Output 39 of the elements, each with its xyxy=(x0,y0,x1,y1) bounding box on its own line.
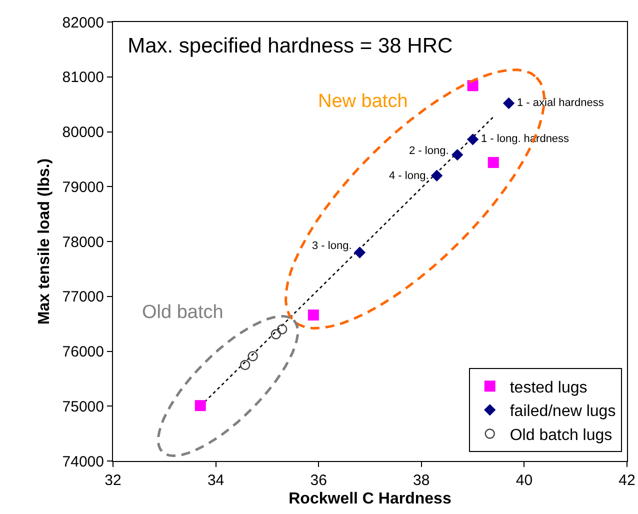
y-tick-label: 74000 xyxy=(62,453,104,470)
annotation: Old batch xyxy=(142,302,224,323)
x-tick-label: 36 xyxy=(310,472,327,489)
x-tick-label: 34 xyxy=(207,472,224,489)
point xyxy=(194,400,206,412)
y-tick-label: 76000 xyxy=(62,344,104,360)
annotation: 3 - long. xyxy=(312,240,352,252)
y-tick-label: 81000 xyxy=(62,69,104,86)
y-tick-label: 77000 xyxy=(62,288,104,306)
annotation: New batch xyxy=(318,91,408,112)
point xyxy=(430,170,443,182)
point xyxy=(354,246,366,258)
x-tick-label: 32 xyxy=(104,472,122,489)
y-tick-label: 79000 xyxy=(62,178,104,196)
annotation: 2 - long. xyxy=(409,145,449,157)
y-tick-label: 78000 xyxy=(62,234,104,251)
point xyxy=(270,329,282,340)
y-tick-label: 75000 xyxy=(62,398,104,416)
legend-label: failed/new lugs xyxy=(510,403,616,420)
point xyxy=(452,148,464,161)
y-tick-label: 82000 xyxy=(62,14,104,32)
text: Max. specified hardness = 38 HRC xyxy=(128,34,453,58)
point xyxy=(466,134,479,146)
y-tick-label: 80000 xyxy=(62,124,104,141)
x-tick-label: 38 xyxy=(413,472,430,489)
legend-label: Old batch lugs xyxy=(510,426,612,444)
annotation: 4 - long. xyxy=(389,170,429,182)
point xyxy=(240,360,250,370)
x-tick-label: 40 xyxy=(516,472,533,489)
x-axis-title: Rockwell C Hardness xyxy=(288,490,452,508)
x-tick-label: 42 xyxy=(618,472,636,489)
legend-label: tested lugs xyxy=(510,379,588,396)
point xyxy=(502,97,515,110)
point xyxy=(248,351,258,362)
point xyxy=(308,310,319,321)
point xyxy=(277,324,288,334)
point xyxy=(488,156,499,168)
y-axis-title: Max tensile load (lbs.) xyxy=(36,158,54,325)
annotation: 1 - axial hardness xyxy=(517,97,604,109)
